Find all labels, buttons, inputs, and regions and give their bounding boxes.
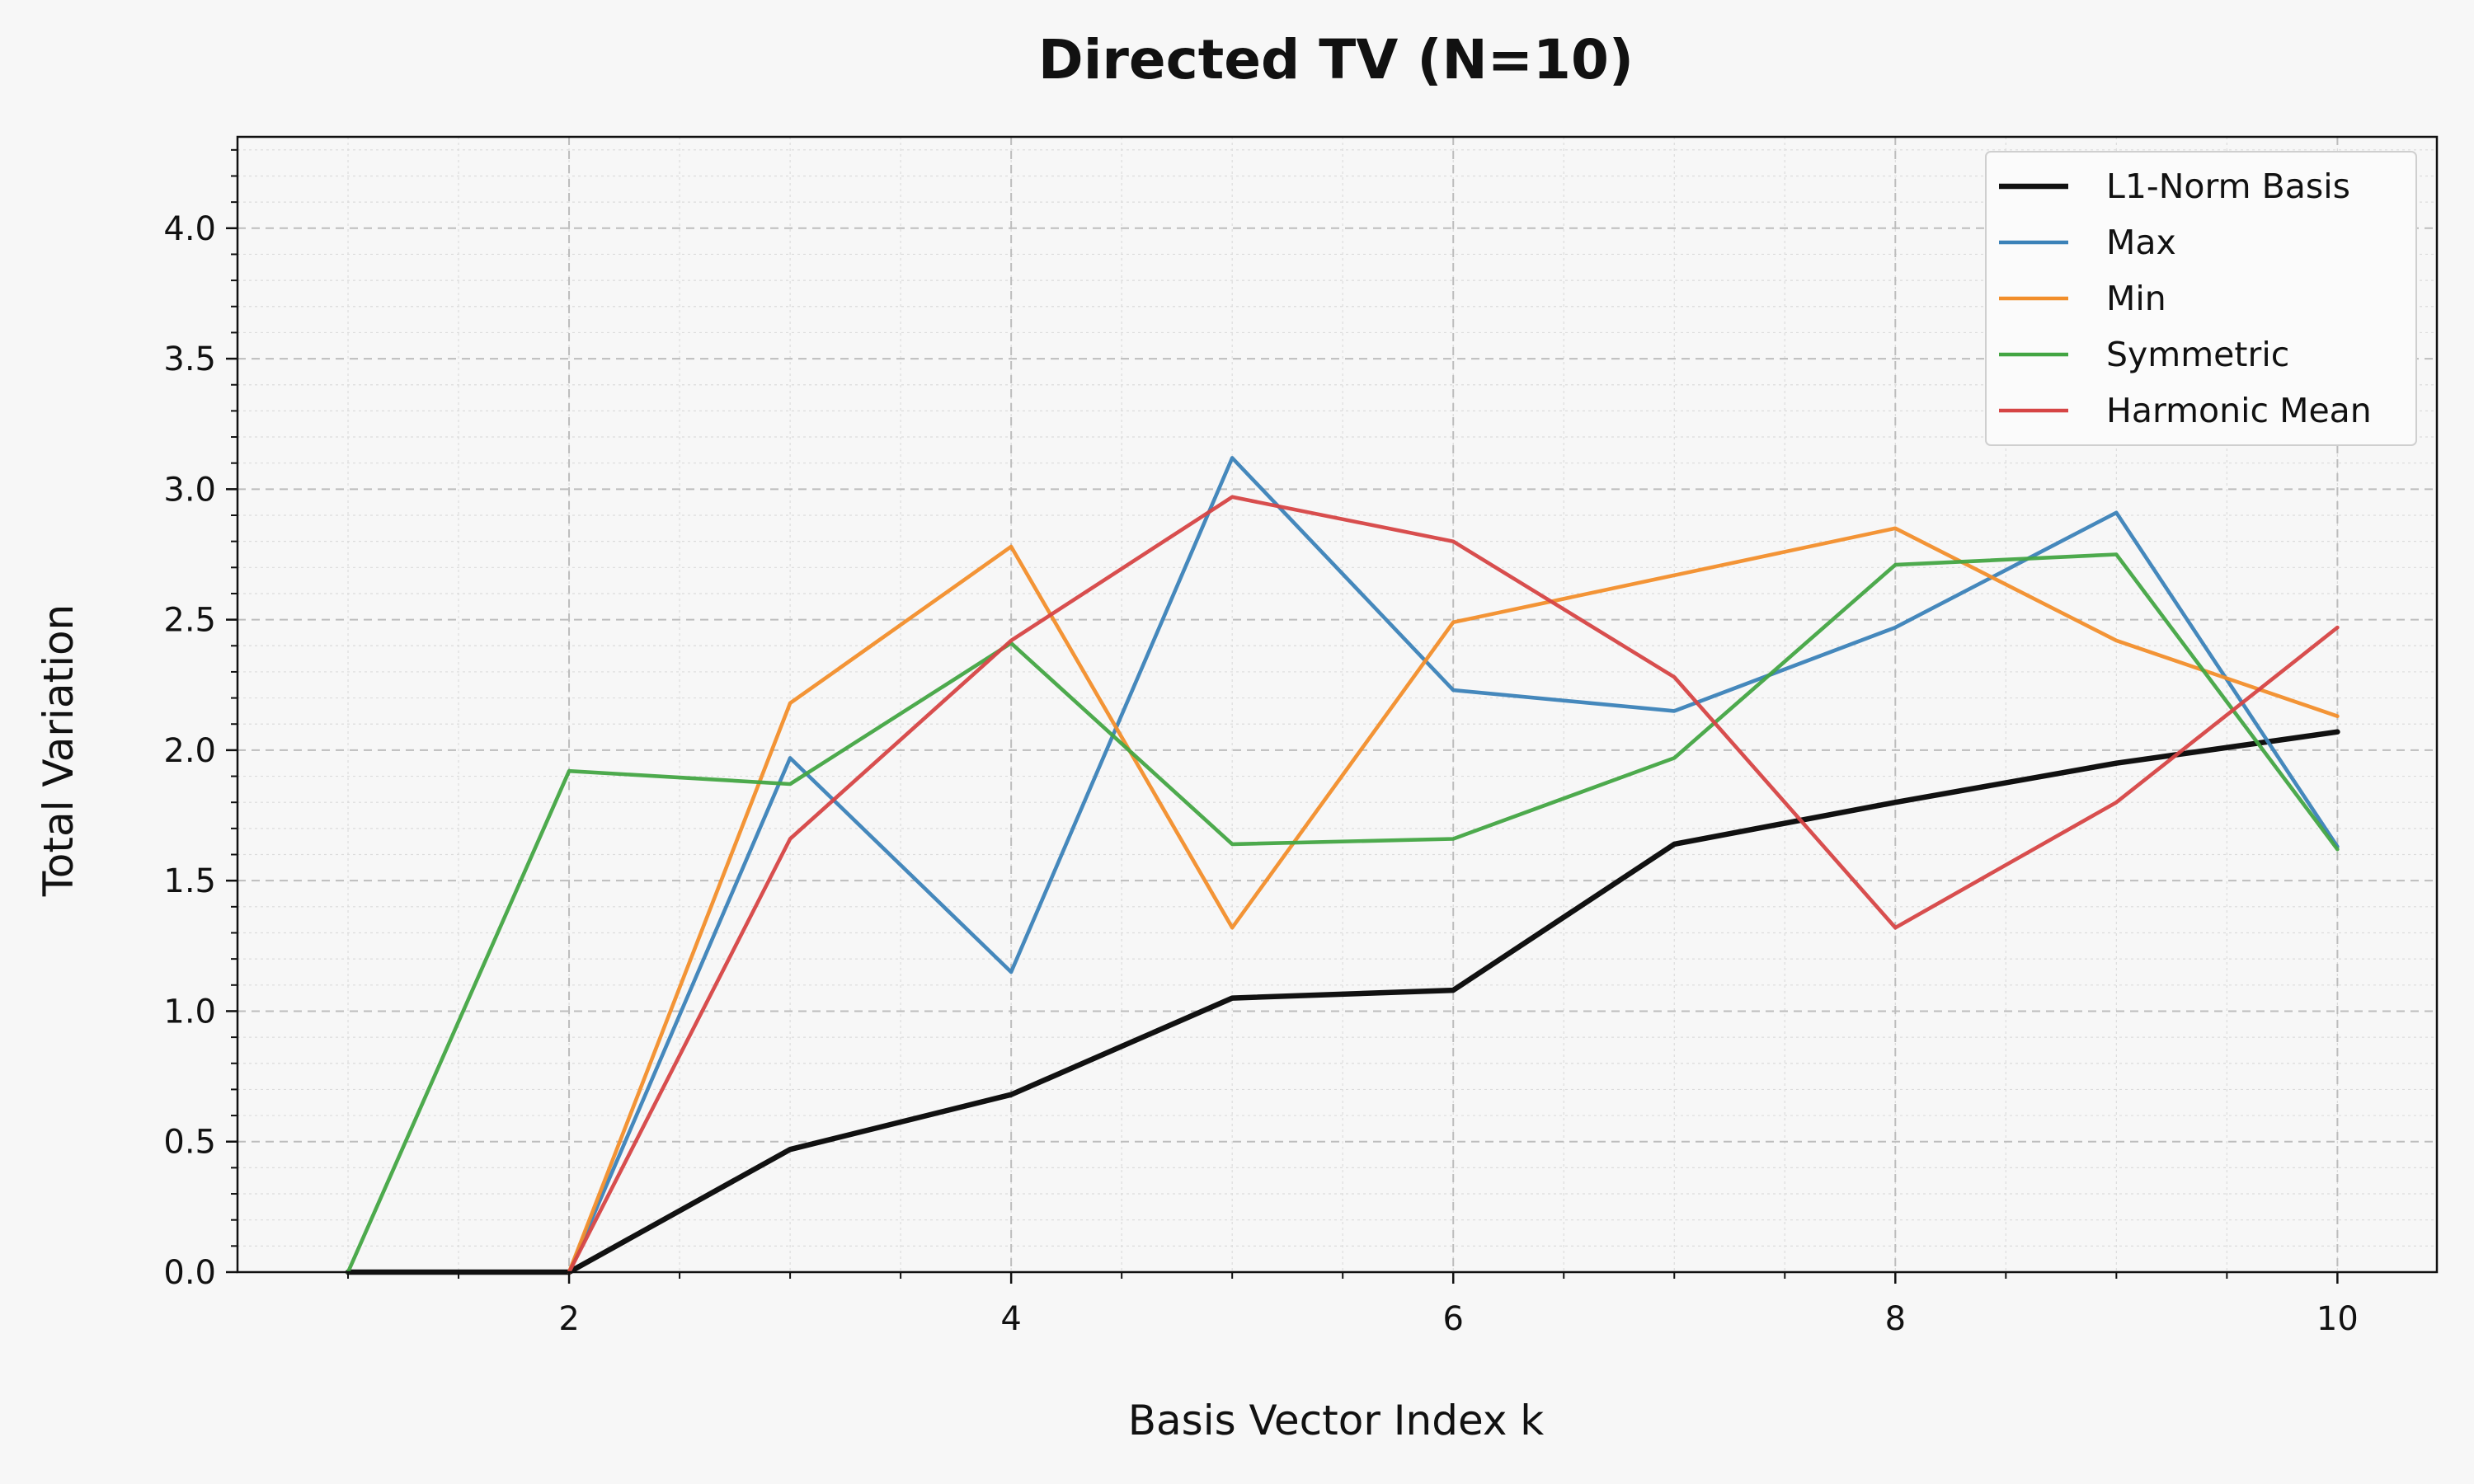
plot-frame xyxy=(236,135,2439,1274)
series-line-l1-norm-basis xyxy=(345,729,2340,1275)
series-line-symmetric xyxy=(346,552,2340,1275)
y-tick-label: 2.5 xyxy=(163,602,216,640)
y-tick-label: 0.5 xyxy=(163,1124,216,1162)
legend-label: Max xyxy=(2106,223,2176,262)
x-tick-label: 6 xyxy=(1442,1300,1463,1338)
series-line-max xyxy=(567,456,2340,1275)
y-tick-label: 1.5 xyxy=(163,862,216,900)
major-grid xyxy=(238,137,2437,1272)
y-axis-label: Total Variation xyxy=(35,604,82,898)
x-tick-label: 4 xyxy=(1000,1300,1021,1338)
chart-title: Directed TV (N=10) xyxy=(1038,28,1634,92)
x-axis: 2 4 6 8 10 xyxy=(347,1272,2359,1338)
x-axis-label: Basis Vector Index k xyxy=(1128,1397,1545,1444)
series-line-min xyxy=(567,526,2340,1275)
x-tick-label: 8 xyxy=(1885,1300,1906,1338)
legend-label: Harmonic Mean xyxy=(2106,391,2372,430)
y-tick-label: 1.0 xyxy=(163,993,216,1031)
x-tick-label: 2 xyxy=(558,1300,579,1338)
y-axis: 0.0 0.5 1.0 1.5 2.0 2.5 3.0 3.5 4.0 xyxy=(163,148,238,1292)
legend: L1-Norm Basis Max Min Symmetric Harmonic Mea… xyxy=(1985,151,2417,446)
legend-box xyxy=(1985,151,2417,446)
legend-label: L1-Norm Basis xyxy=(2106,167,2350,206)
series-line-harmonic-mean xyxy=(567,495,2340,1275)
legend-label: Min xyxy=(2106,279,2166,318)
legend-label: Symmetric xyxy=(2106,335,2289,374)
x-tick-label: 10 xyxy=(2316,1300,2359,1338)
y-tick-label: 0.0 xyxy=(163,1254,216,1292)
series-lines xyxy=(345,456,2340,1275)
y-tick-label: 3.5 xyxy=(163,340,216,378)
y-tick-label: 2.0 xyxy=(163,732,216,770)
y-tick-label: 4.0 xyxy=(163,210,216,248)
y-tick-label: 3.0 xyxy=(163,471,216,509)
